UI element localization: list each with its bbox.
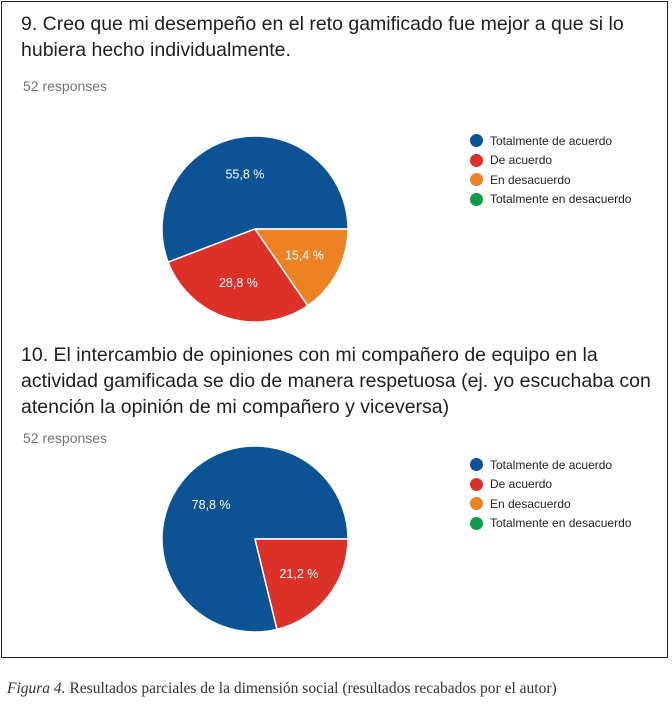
figure-frame: 9. Creo que mi desempeño en el reto gami… xyxy=(1,1,668,658)
pie-slice-totalmente-de-acuerdo xyxy=(161,135,349,263)
figure-number: Figura 4. xyxy=(7,680,66,697)
pie-slice-de-acuerdo xyxy=(254,538,349,631)
pie-label-de-acuerdo: 21,2 % xyxy=(279,567,318,581)
legend-item-totalmente-de-acuerdo: Totalmente de acuerdo xyxy=(470,131,631,151)
legend-item-totalmente-en-desacuerdo: Totalmente en desacuerdo xyxy=(470,190,631,210)
legend-label: Totalmente en desacuerdo xyxy=(490,516,632,531)
legend-swatch-totalmente-en-desacuerdo xyxy=(470,516,483,530)
question-10-legend: Totalmente de acuerdo De acuerdo En desacu… xyxy=(470,455,631,533)
legend-swatch-totalmente-en-desacuerdo xyxy=(470,192,483,206)
legend-swatch-de-acuerdo xyxy=(470,153,483,167)
legend-swatch-de-acuerdo xyxy=(470,477,483,491)
legend-label: De acuerdo xyxy=(490,153,553,168)
legend-swatch-totalmente-de-acuerdo xyxy=(470,458,483,472)
legend-item-de-acuerdo: De acuerdo xyxy=(470,475,631,495)
pie-label-en-desacuerdo: 15,4 % xyxy=(285,249,324,263)
question-10-pie-chart: 78,8 % 21,2 % xyxy=(161,445,349,633)
legend-item-de-acuerdo: De acuerdo xyxy=(470,151,631,171)
pie-label-totalmente-de-acuerdo: 78,8 % xyxy=(192,498,231,512)
legend-label: Totalmente de acuerdo xyxy=(490,457,613,472)
legend-label: Totalmente de acuerdo xyxy=(490,133,613,148)
pie-slice-en-desacuerdo xyxy=(254,228,349,307)
pie-slice-de-acuerdo xyxy=(167,228,309,323)
caption-text: Resultados parciales de la dimensión soc… xyxy=(65,680,557,697)
legend-swatch-totalmente-de-acuerdo xyxy=(470,134,483,148)
legend-item-totalmente-en-desacuerdo: Totalmente en desacuerdo xyxy=(470,514,631,534)
legend-label: De acuerdo xyxy=(490,477,553,492)
legend-item-en-desacuerdo: En desacuerdo xyxy=(470,494,631,514)
legend-swatch-en-desacuerdo xyxy=(470,497,483,511)
question-10-response-count: 52 responses xyxy=(23,430,108,446)
question-9-legend: Totalmente de acuerdo De acuerdo En desacu… xyxy=(470,131,631,209)
question-9-response-count: 52 responses xyxy=(23,78,108,94)
legend-label: En desacuerdo xyxy=(490,496,571,511)
legend-label: En desacuerdo xyxy=(490,172,571,187)
legend-item-en-desacuerdo: En desacuerdo xyxy=(470,170,631,190)
figure-caption: Figura 4. Resultados parciales de la dim… xyxy=(7,680,557,698)
question-10-title: 10. El intercambio de opiniones con mi c… xyxy=(21,344,651,418)
legend-swatch-en-desacuerdo xyxy=(470,173,483,187)
pie-label-de-acuerdo: 28,8 % xyxy=(219,276,258,290)
legend-item-totalmente-de-acuerdo: Totalmente de acuerdo xyxy=(470,455,631,475)
pie-slice-totalmente-de-acuerdo xyxy=(161,445,349,633)
question-9-pie-chart: 55,8 % 28,8 % 15,4 % xyxy=(161,135,349,323)
legend-label: Totalmente en desacuerdo xyxy=(490,192,632,207)
pie-label-totalmente-de-acuerdo: 55,8 % xyxy=(225,168,264,182)
question-9-title: 9. Creo que mi desempeño en el reto gami… xyxy=(21,13,624,61)
